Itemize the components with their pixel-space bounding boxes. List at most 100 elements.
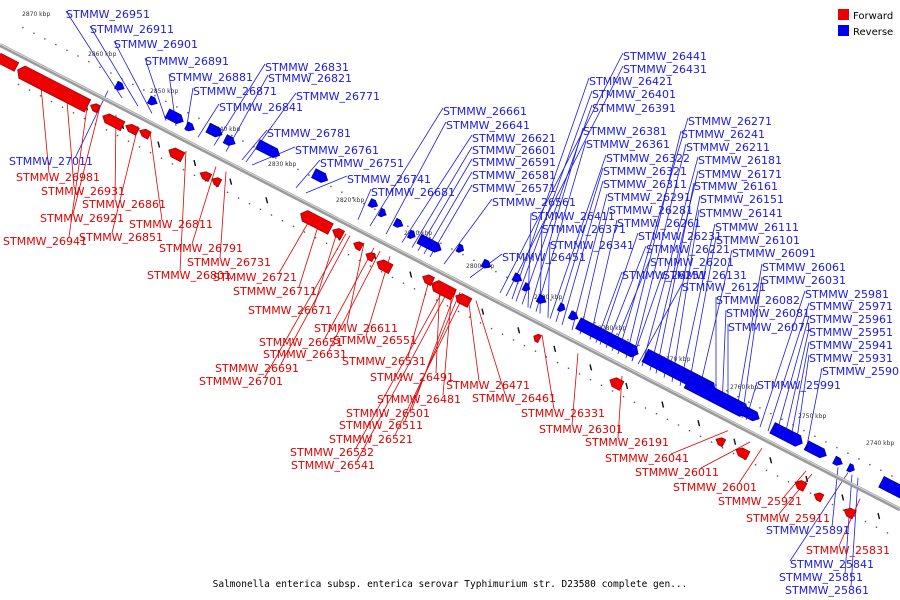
gene-label[interactable]: STMMW_26041 — [605, 452, 689, 465]
gene-label[interactable]: STMMW_26391 — [592, 102, 676, 115]
gene-label[interactable]: STMMW_25851 — [779, 571, 863, 584]
gene-label[interactable]: STMMW_26491 — [370, 371, 454, 384]
gene-label[interactable]: STMMW_26381 — [583, 125, 667, 138]
gene-label[interactable]: STMMW_25911 — [746, 512, 830, 525]
gene-label[interactable]: STMMW_26121 — [682, 281, 766, 294]
gene-label[interactable]: STMMW_26591 — [472, 156, 556, 169]
gene-label[interactable]: STMMW_26801 — [147, 269, 231, 282]
gene-label[interactable]: STMMW_26751 — [320, 157, 404, 170]
gene-label[interactable]: STMMW_26471 — [446, 379, 530, 392]
gene-label[interactable]: STMMW_25951 — [809, 326, 893, 339]
gene-label[interactable]: STMMW_26081 — [726, 307, 810, 320]
gene-label[interactable]: STMMW_26231 — [638, 230, 722, 243]
gene-label[interactable]: STMMW_26311 — [603, 178, 687, 191]
gene-label[interactable]: STMMW_26911 — [90, 23, 174, 36]
gene-label[interactable]: STMMW_26461 — [472, 392, 556, 405]
gene-label[interactable]: STMMW_26141 — [699, 207, 783, 220]
gene-label[interactable]: STMMW_26011 — [635, 466, 719, 479]
gene-label[interactable]: STMMW_26831 — [265, 61, 349, 74]
gene-label[interactable]: STMMW_26981 — [16, 171, 100, 184]
gene-label[interactable]: STMMW_26711 — [233, 285, 317, 298]
gene-label[interactable]: STMMW_26531 — [342, 355, 426, 368]
gene-label[interactable]: STMMW_26291 — [607, 191, 691, 204]
gene-label[interactable]: STMMW_26771 — [296, 90, 380, 103]
gene-label[interactable]: STMMW_25991 — [757, 379, 841, 392]
gene-label[interactable]: STMMW_26071 — [728, 321, 812, 334]
gene-label[interactable]: STMMW_25831 — [806, 544, 890, 557]
gene-label[interactable]: STMMW_26611 — [314, 322, 398, 335]
gene-label[interactable]: STMMW_26091 — [732, 247, 816, 260]
gene-label[interactable]: STMMW_26401 — [592, 88, 676, 101]
gene-label[interactable]: STMMW_25921 — [718, 495, 802, 508]
gene-label[interactable]: STMMW_26201 — [650, 256, 734, 269]
gene-label[interactable]: STMMW_26631 — [263, 348, 347, 361]
gene-label[interactable]: STMMW_26101 — [716, 234, 800, 247]
gene-label[interactable]: STMMW_26411 — [531, 210, 615, 223]
gene-label[interactable]: STMMW_26161 — [694, 180, 778, 193]
gene-label[interactable]: STMMW_26921 — [40, 212, 124, 225]
gene-label[interactable]: STMMW_26811 — [129, 218, 213, 231]
gene-label[interactable]: STMMW_26151 — [700, 193, 784, 206]
gene-label[interactable]: STMMW_25961 — [809, 313, 893, 326]
gene-label[interactable]: STMMW_26701 — [199, 375, 283, 388]
gene-label[interactable]: STMMW_25931 — [809, 352, 893, 365]
gene-label[interactable]: STMMW_26621 — [472, 132, 556, 145]
gene-label[interactable]: STMMW_26791 — [159, 242, 243, 255]
gene-label[interactable]: STMMW_26781 — [267, 127, 351, 140]
gene-label[interactable]: STMMW_26082 — [716, 294, 800, 307]
gene-label[interactable]: STMMW_26421 — [589, 75, 673, 88]
gene-label[interactable]: STMMW_26211 — [686, 141, 770, 154]
gene-label[interactable]: STMMW_26251 — [622, 269, 706, 282]
gene-label[interactable]: STMMW_25861 — [785, 584, 869, 597]
gene-label[interactable]: STMMW_26431 — [623, 63, 707, 76]
gene-label[interactable]: STMMW_26331 — [521, 407, 605, 420]
gene-label[interactable]: STMMW_26681 — [371, 186, 455, 199]
gene-label[interactable]: STMMW_26501 — [346, 407, 430, 420]
gene-label[interactable]: STMMW_26181 — [698, 154, 782, 167]
gene-label[interactable]: STMMW_26532 — [290, 446, 374, 459]
gene-label[interactable]: STMMW_26281 — [609, 204, 693, 217]
gene-label[interactable]: STMMW_26221 — [646, 243, 730, 256]
gene-label[interactable]: STMMW_26951 — [66, 8, 150, 21]
gene-label[interactable]: STMMW_26361 — [586, 138, 670, 151]
gene-label[interactable]: STMMW_26891 — [145, 55, 229, 68]
gene-label[interactable]: STMMW_26721 — [213, 271, 297, 284]
gene-label[interactable]: STMMW_25841 — [790, 558, 874, 571]
gene-label[interactable]: STMMW_26941 — [3, 235, 87, 248]
gene-label[interactable]: STMMW_26851 — [79, 231, 163, 244]
gene-label[interactable]: STMMW_26511 — [339, 419, 423, 432]
gene-label[interactable]: STMMW_26761 — [295, 144, 379, 157]
gene-label[interactable]: STMMW_26341 — [550, 239, 634, 252]
gene-label[interactable]: STMMW_26881 — [169, 71, 253, 84]
gene-label[interactable]: STMMW_26111 — [715, 221, 799, 234]
gene-label[interactable]: STMMW_25941 — [809, 339, 893, 352]
gene-label[interactable]: STMMW_26031 — [762, 274, 846, 287]
gene-label[interactable]: STMMW_27011 — [9, 155, 93, 168]
gene-label[interactable]: STMMW_26561 — [492, 196, 576, 209]
gene-label[interactable]: STMMW_26261 — [617, 217, 701, 230]
gene-label[interactable]: STMMW_26901 — [114, 38, 198, 51]
gene-label[interactable]: STMMW_25971 — [809, 300, 893, 313]
gene-label[interactable]: STMMW_25891 — [766, 524, 850, 537]
gene-label[interactable]: STMMW_26191 — [585, 436, 669, 449]
gene-label[interactable]: STMMW_26171 — [698, 168, 782, 181]
gene-label[interactable]: STMMW_26581 — [472, 169, 556, 182]
gene-label[interactable]: STMMW_26271 — [688, 115, 772, 128]
gene-label[interactable]: STMMW_26481 — [377, 393, 461, 406]
gene-label[interactable]: STMMW_26001 — [673, 481, 757, 494]
gene-label[interactable]: STMMW_26641 — [446, 119, 530, 132]
gene-label[interactable]: STMMW_26541 — [291, 459, 375, 472]
gene-label[interactable]: STMMW_26441 — [623, 50, 707, 63]
gene-label[interactable]: STMMW_26571 — [472, 182, 556, 195]
gene-label[interactable]: STMMW_26861 — [82, 198, 166, 211]
gene-label[interactable]: STMMW_26301 — [539, 423, 623, 436]
gene-label[interactable]: STMMW_26691 — [215, 362, 299, 375]
gene-label[interactable]: STMMW_26061 — [762, 261, 846, 274]
gene-label[interactable]: STMMW_26321 — [603, 165, 687, 178]
gene-label[interactable]: STMMW_26741 — [347, 173, 431, 186]
gene-label[interactable]: STMMW_26601 — [472, 144, 556, 157]
gene-label[interactable]: STMMW_26931 — [41, 185, 125, 198]
gene-label[interactable]: STMMW_26821 — [268, 72, 352, 85]
gene-label[interactable]: STMMW_26841 — [219, 101, 303, 114]
gene-label[interactable]: STMMW_26671 — [248, 304, 332, 317]
